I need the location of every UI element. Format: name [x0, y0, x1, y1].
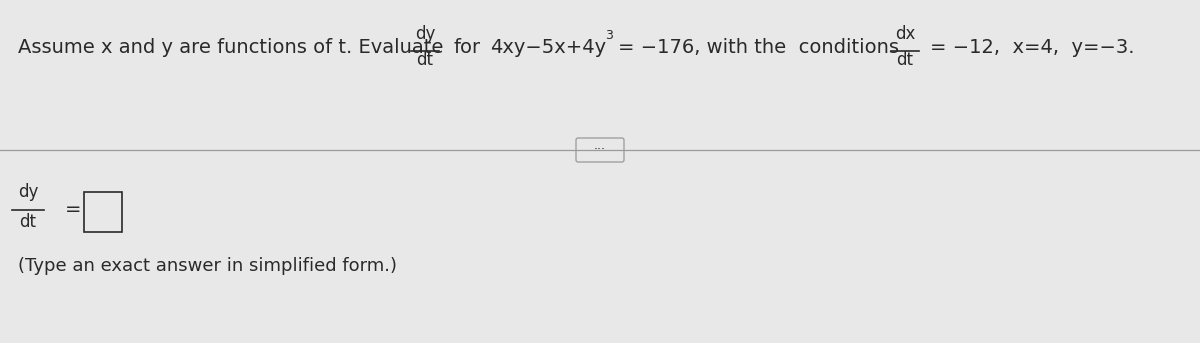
- Text: dx: dx: [895, 25, 916, 43]
- Text: =: =: [65, 201, 82, 220]
- Text: ···: ···: [594, 143, 606, 156]
- FancyBboxPatch shape: [84, 192, 122, 232]
- Text: = −12,  x=4,  y=−3.: = −12, x=4, y=−3.: [930, 38, 1134, 57]
- Text: dt: dt: [896, 51, 913, 69]
- Text: = −176, with the  conditions: = −176, with the conditions: [618, 38, 899, 57]
- Text: dy: dy: [415, 25, 436, 43]
- Text: for: for: [454, 38, 480, 57]
- Text: Assume x and y are functions of t. Evaluate: Assume x and y are functions of t. Evalu…: [18, 38, 443, 57]
- Text: dt: dt: [416, 51, 433, 69]
- Text: (Type an exact answer in simplified form.): (Type an exact answer in simplified form…: [18, 257, 397, 275]
- Text: 4xy−5x+4y: 4xy−5x+4y: [490, 38, 606, 57]
- FancyBboxPatch shape: [576, 138, 624, 162]
- Text: 3: 3: [605, 29, 613, 42]
- Text: dy: dy: [18, 183, 38, 201]
- Text: dt: dt: [19, 213, 36, 231]
